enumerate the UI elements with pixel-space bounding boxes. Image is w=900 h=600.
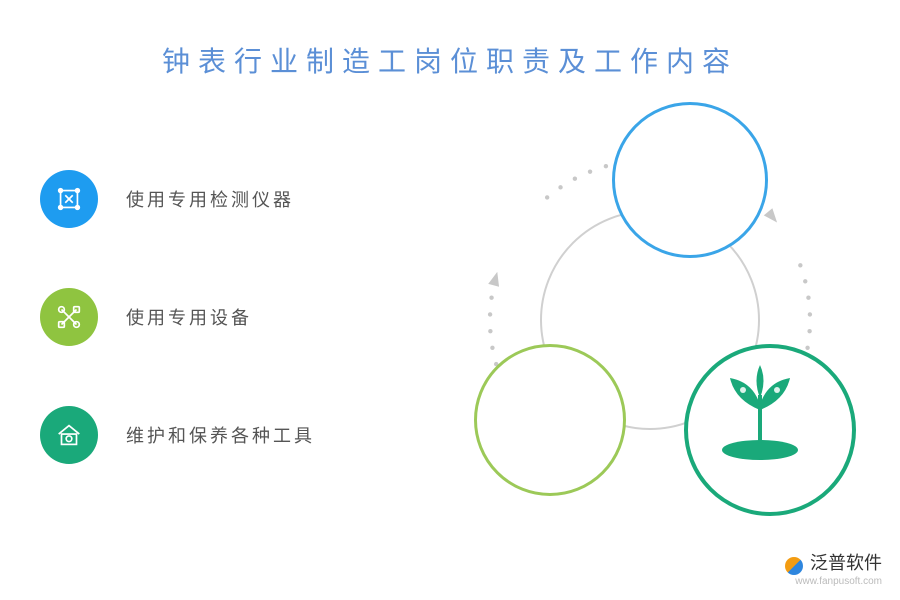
house-icon — [40, 406, 98, 464]
responsibility-list: 使用专用检测仪器 使用专用设备 维护和保养各种工具 — [40, 170, 315, 524]
list-item: 使用专用检测仪器 — [40, 170, 315, 228]
watermark: 泛普软件 www.fanpusoft.com — [785, 553, 882, 588]
page-title: 钟表行业制造工岗位职责及工作内容 — [0, 40, 900, 80]
list-item-label: 使用专用设备 — [126, 304, 252, 330]
logo-icon — [785, 557, 803, 575]
cycle-diagram — [430, 90, 870, 550]
title-text: 钟表行业制造工岗位职责及工作内容 — [162, 46, 738, 77]
list-item: 维护和保养各种工具 — [40, 406, 315, 464]
list-item-label: 使用专用检测仪器 — [126, 186, 294, 212]
watermark-url: www.fanpusoft.com — [795, 576, 882, 587]
crop-icon — [40, 170, 98, 228]
tools-icon — [40, 288, 98, 346]
list-item-label: 维护和保养各种工具 — [126, 422, 315, 448]
list-item: 使用专用设备 — [40, 288, 315, 346]
watermark-brand: 泛普软件 — [810, 553, 882, 573]
